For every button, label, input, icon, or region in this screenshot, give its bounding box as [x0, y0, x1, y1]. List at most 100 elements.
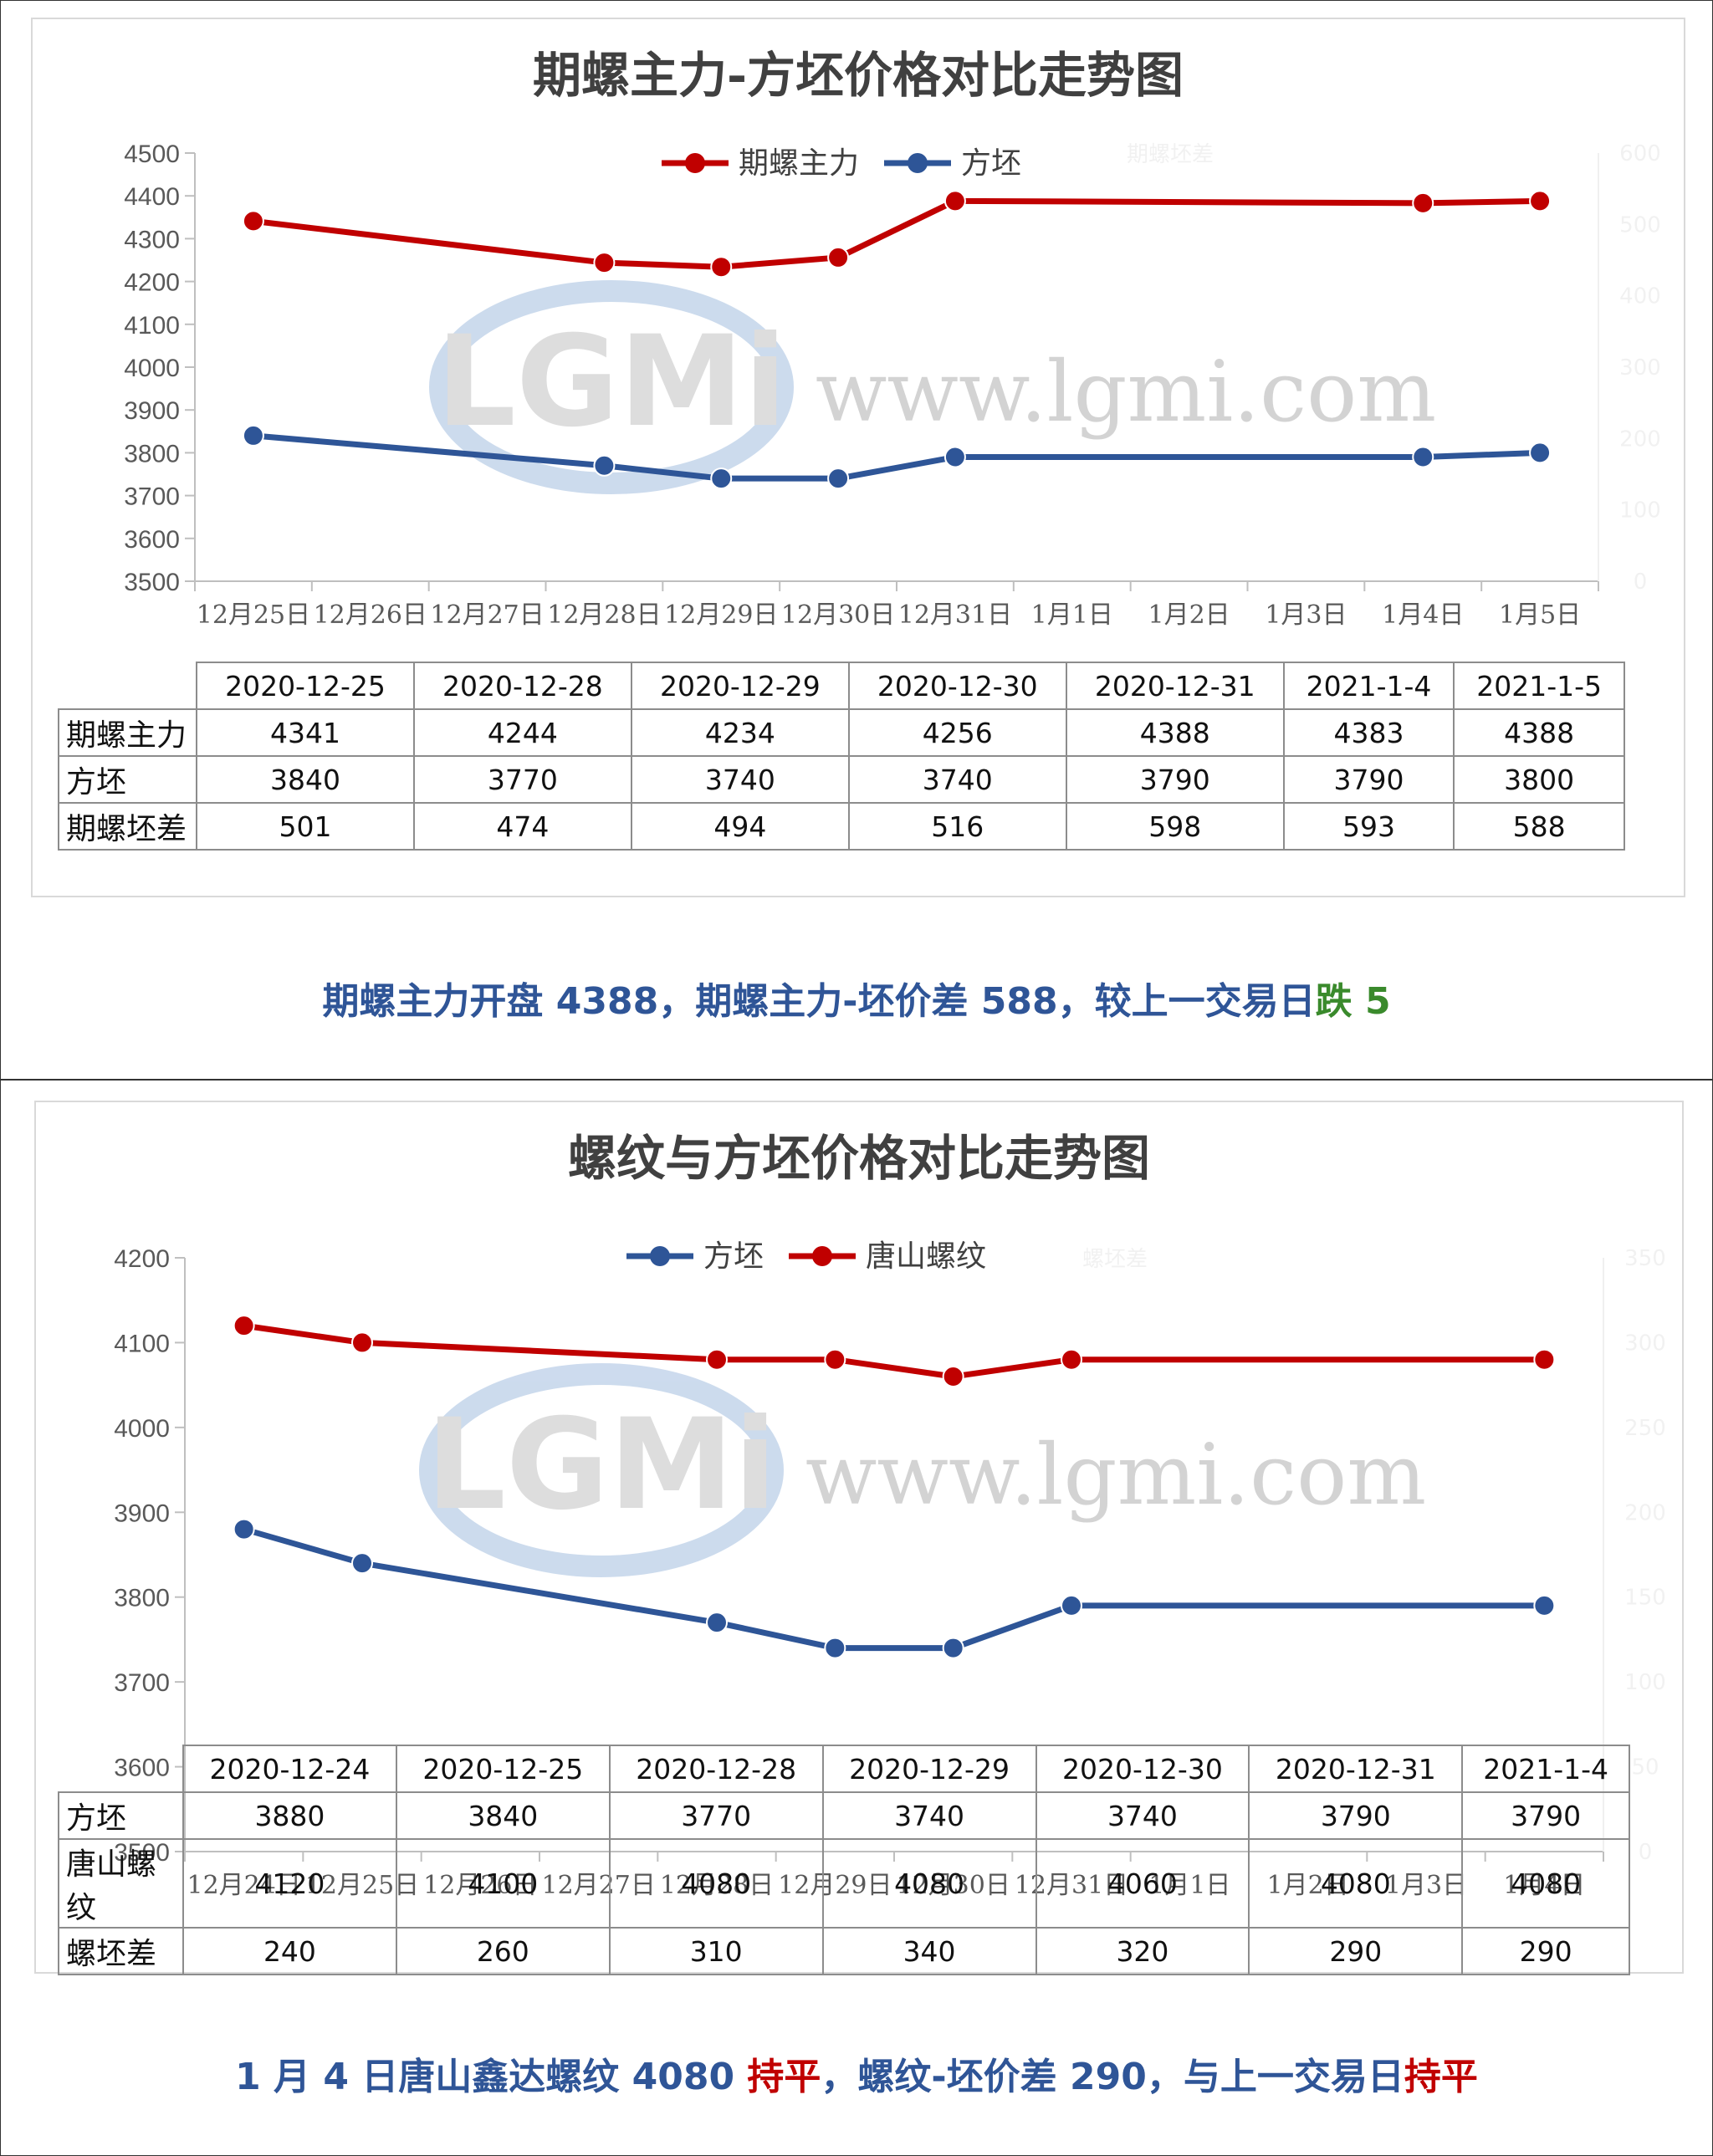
table-cell: 598	[1065, 802, 1285, 851]
table-cell: 4120	[182, 1838, 397, 1929]
legend-entry: 方坯	[884, 146, 1021, 181]
legend-label: 方坯	[703, 1239, 764, 1274]
watermark-url: www.lgmi.com	[805, 1426, 1426, 1524]
data-point	[943, 190, 966, 212]
y-tick-label: 3700	[124, 483, 180, 511]
table-cell: 3790	[1461, 1791, 1630, 1840]
x-tick-label: 12月26日	[314, 600, 427, 630]
x-tick-label: 1月3日	[1265, 600, 1347, 630]
y-tick-label: 4100	[114, 1330, 170, 1357]
data-table-2: 2020-12-24 2020-12-25 2020-12-28 2020-12-29…	[58, 1745, 1630, 1975]
faint-secondary-tick: 500	[1619, 212, 1661, 238]
table-header-cell: 2020-12-29	[821, 1745, 1037, 1793]
data-point	[710, 256, 733, 278]
chart-panel-2: 螺纹与方坯价格对比走势图 LGMi www.lgmi.com 螺坯差 350 300 25…	[0, 1080, 1713, 2156]
series-line	[243, 1322, 1545, 1380]
data-point	[242, 210, 264, 232]
data-point	[1533, 1594, 1556, 1617]
legend-label: 唐山螺纹	[866, 1239, 986, 1274]
data-point	[706, 1612, 728, 1634]
faint-secondary-tick: 100	[1619, 498, 1661, 524]
table-cell: 4060	[1035, 1838, 1250, 1929]
table-header-cell: 2020-12-25	[395, 1745, 611, 1793]
table-cell: 4080	[1248, 1838, 1464, 1929]
table-header-cell: 2020-12-24	[182, 1745, 397, 1793]
data-point	[1061, 1594, 1082, 1617]
table-row: 方坯 3840 3770 3740 3740 3790 3790 3800	[58, 755, 1625, 804]
data-table-1: 2020-12-25 2020-12-28 2020-12-29 2020-12-30…	[58, 662, 1625, 851]
table-cell: 4388	[1065, 708, 1285, 757]
legend-marker	[685, 153, 705, 173]
table-cell: 4244	[412, 708, 632, 757]
table-cell: 4080	[1461, 1838, 1630, 1929]
table-header-cell: 2021-1-4	[1461, 1745, 1630, 1793]
table-row-label: 方坯	[58, 755, 197, 804]
table-header-cell: 2020-12-30	[847, 662, 1067, 710]
data-point	[351, 1552, 373, 1575]
x-tick-label: 12月29日	[664, 600, 778, 630]
table-cell: 3740	[847, 755, 1067, 804]
data-point	[824, 1637, 846, 1659]
y-tick-label: 3500	[124, 569, 180, 596]
faint-secondary-tick: 250	[1624, 1416, 1666, 1441]
x-tick-label: 12月27日	[430, 600, 544, 630]
table-cell: 3740	[821, 1791, 1037, 1840]
summary-flat-1: 持平	[747, 2056, 821, 2098]
table-row-label: 唐山螺纹	[58, 1838, 184, 1929]
faint-secondary-tick: 200	[1624, 1500, 1666, 1525]
chart-frame-1: 期螺主力-方坯价格对比走势图 LGMi www.lgmi.com 期螺坯差 600 50…	[31, 18, 1685, 897]
series-期螺主力	[242, 190, 1552, 278]
table-cell: 516	[847, 802, 1067, 851]
table-cell: 290	[1461, 1927, 1630, 1975]
summary-main: 期螺主力开盘 4388，期螺主力-坯价差 588，较上一交易日	[322, 980, 1316, 1023]
y-tick-label: 3700	[114, 1669, 170, 1697]
faint-secondary-axis: 期螺坯差 600 500 400 300 200 100 0	[1127, 141, 1661, 595]
y-tick-label: 3900	[114, 1499, 170, 1527]
series-唐山螺纹	[233, 1315, 1556, 1387]
faint-secondary-tick: 300	[1624, 1331, 1666, 1356]
y-tick-label: 3900	[124, 397, 180, 425]
table-cell: 3840	[395, 1791, 611, 1840]
chart-frame-2: 螺纹与方坯价格对比走势图 LGMi www.lgmi.com 螺坯差 350 300 25…	[34, 1101, 1684, 1975]
legend-entry: 期螺主力	[662, 146, 859, 181]
table-cell: 3740	[1035, 1791, 1250, 1840]
table-cell: 290	[1248, 1927, 1464, 1975]
table-row: 螺坯差 240 260 310 340 320 290 290	[58, 1927, 1630, 1975]
table-cell: 501	[196, 802, 415, 851]
y-tick-label: 4100	[124, 312, 180, 340]
table-cell: 260	[395, 1927, 611, 1975]
watermark-logo-ring	[419, 1363, 784, 1577]
table-header-cell: 2020-12-29	[630, 662, 850, 710]
table-header-cell: 2020-12-30	[1035, 1745, 1250, 1793]
x-tick-label: 1月2日	[1148, 600, 1230, 630]
watermark: LGMi www.lgmi.com	[419, 1363, 1426, 1577]
series-line	[253, 197, 1541, 270]
legend-marker	[650, 1246, 670, 1266]
table-cell: 3800	[1453, 755, 1625, 804]
table-cell: 310	[608, 1927, 824, 1975]
faint-secondary-tick: 400	[1619, 284, 1661, 309]
summary-part2: ，螺纹-坯价差 290，与上一交易日	[821, 2056, 1404, 2098]
summary-change: 跌 5	[1315, 980, 1391, 1023]
legend-label: 方坯	[961, 146, 1021, 181]
data-point	[242, 424, 264, 447]
faint-secondary-tick: 300	[1619, 355, 1661, 381]
summary-part1: 1 月 4 日唐山鑫达螺纹 4080	[235, 2056, 748, 2098]
table-row-label: 螺坯差	[58, 1927, 184, 1975]
table-cell: 4341	[196, 708, 415, 757]
table-cell: 340	[821, 1927, 1037, 1975]
data-point	[1529, 190, 1552, 212]
legend-marker	[908, 153, 928, 173]
faint-secondary-tick: 600	[1619, 141, 1661, 166]
table-row-label: 方坯	[58, 1791, 184, 1840]
data-point	[1412, 192, 1434, 214]
legend-entry: 唐山螺纹	[789, 1239, 986, 1274]
x-tick-label: 1月5日	[1499, 600, 1581, 630]
table-cell: 494	[630, 802, 850, 851]
y-tick-label: 3600	[124, 526, 180, 554]
faint-secondary-tick: 50	[1631, 1755, 1659, 1780]
table-cell: 3790	[1065, 755, 1285, 804]
faint-secondary-tick: 0	[1639, 1840, 1653, 1865]
table-cell: 3770	[412, 755, 632, 804]
y-tick-label: 3800	[114, 1585, 170, 1612]
